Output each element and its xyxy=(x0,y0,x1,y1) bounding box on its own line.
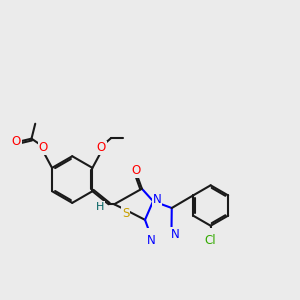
Text: O: O xyxy=(97,142,106,154)
Text: N: N xyxy=(147,234,156,247)
Text: N: N xyxy=(171,228,180,241)
Text: Cl: Cl xyxy=(205,234,217,247)
Text: S: S xyxy=(122,207,129,220)
Text: O: O xyxy=(11,135,21,148)
Text: O: O xyxy=(132,164,141,177)
Text: O: O xyxy=(39,142,48,154)
Text: N: N xyxy=(152,193,161,206)
Text: H: H xyxy=(96,202,104,212)
